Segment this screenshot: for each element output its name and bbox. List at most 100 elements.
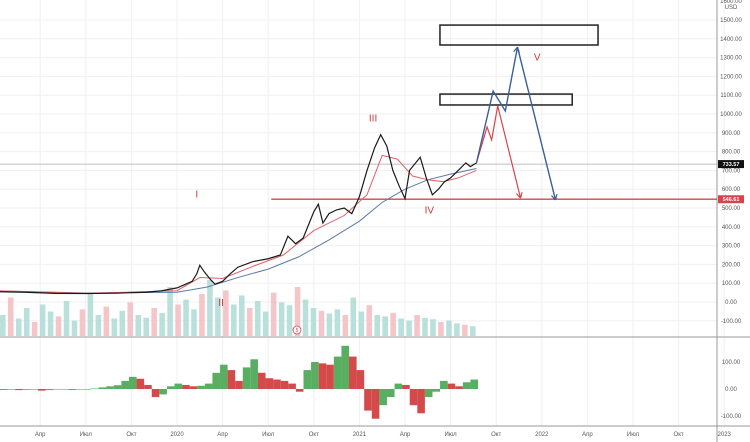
oscillator-bar <box>402 384 410 389</box>
oscillator-bar <box>371 389 380 419</box>
volume-bar <box>119 310 126 336</box>
volume-bar <box>414 315 420 336</box>
volume-bar <box>103 306 110 336</box>
time-tick-label: 2020 <box>170 432 184 438</box>
oscillator-bar <box>106 386 114 389</box>
volume-bar <box>71 320 78 336</box>
price-tick-label: 700.00 <box>722 168 741 174</box>
time-tick-label: Окт <box>674 432 684 438</box>
oscillator-bar <box>455 386 463 389</box>
price-line <box>0 133 477 295</box>
currency-label: USD <box>725 5 738 11</box>
arrowhead <box>513 46 518 53</box>
time-tick-label: Окт <box>126 432 136 438</box>
time-tick-label: Апр <box>400 432 411 438</box>
oscillator-bar <box>151 389 160 398</box>
oscillator-bar <box>356 370 365 389</box>
oscillator-bar <box>417 389 425 414</box>
arrowhead <box>516 46 520 53</box>
volume-bar <box>294 287 301 336</box>
target-box[interactable] <box>439 24 599 46</box>
oscillator-bar <box>37 389 46 391</box>
oscillator-bar <box>204 383 213 389</box>
projection-red-path[interactable] <box>475 105 522 199</box>
volume-bar <box>47 311 54 336</box>
oscillator-bar <box>220 364 228 389</box>
oscillator-bar <box>166 386 175 389</box>
volume-bar <box>310 308 317 336</box>
volume-bar <box>318 310 325 336</box>
volume-bar <box>7 297 14 336</box>
volume-bars <box>0 280 476 336</box>
arrowhead <box>516 193 521 199</box>
volume-bar <box>15 318 22 336</box>
volume-bar <box>127 302 134 336</box>
volume-bar <box>239 295 245 336</box>
oscillator-bar <box>0 389 8 390</box>
volume-bar <box>23 308 30 336</box>
volume-bar <box>366 305 373 336</box>
oscillator-bar <box>68 389 76 390</box>
volume-bar <box>175 304 181 336</box>
price-tick-label: 0.00 <box>725 300 737 306</box>
volume-bar <box>183 299 189 336</box>
volume-bar <box>334 309 341 336</box>
volume-bar <box>143 317 149 336</box>
support-price-tag: 546.61 <box>718 195 744 204</box>
projection-blue-path[interactable] <box>475 46 557 201</box>
volume-bar <box>438 322 444 336</box>
oscillator-bar <box>440 380 448 389</box>
oscillator-bar <box>113 385 122 389</box>
volume-bar <box>350 297 357 336</box>
volume-bar <box>270 292 277 336</box>
oscillator-bar <box>235 380 243 389</box>
time-tick-label: Апр <box>217 432 228 438</box>
oscillator-bar <box>22 389 31 390</box>
oscillator-bar <box>128 376 137 389</box>
oscillator-histogram <box>0 345 478 419</box>
target-boxes[interactable] <box>439 24 599 106</box>
wave-label: IV <box>425 206 435 217</box>
time-tick-label: Июл <box>80 432 93 438</box>
oscillator-bar <box>447 383 456 389</box>
volume-bar <box>199 294 205 336</box>
oscillator-bar <box>53 389 61 390</box>
oscillator-bar <box>91 388 99 390</box>
oscillator-bar <box>333 356 342 389</box>
time-tick-label: 2022 <box>535 432 549 438</box>
oscillator-bar <box>409 389 418 406</box>
price-tick-label: 600.00 <box>722 187 741 193</box>
oscillator-bar <box>280 380 289 389</box>
arrowhead <box>554 193 558 201</box>
volume-bar <box>462 324 468 336</box>
price-tick-label: 400.00 <box>722 225 741 231</box>
time-axis[interactable]: Апр Июл Окт 2020 Апр Июл Окт 2021 Апр Июл Окт 2022 А… <box>35 432 732 438</box>
volume-bar <box>454 323 460 336</box>
price-tick-label: 1100.00 <box>720 93 742 99</box>
oscillator-bar <box>227 370 236 389</box>
oscillator-bar <box>60 389 69 390</box>
oscillator-bar <box>273 379 281 389</box>
oscillator-bar <box>242 367 251 389</box>
oscillator-bar <box>349 356 357 389</box>
oscillator-bar <box>341 345 350 389</box>
volume-bar <box>342 315 349 336</box>
price-tick-label: 1200.00 <box>720 74 742 80</box>
oscillator-bar <box>121 380 129 389</box>
time-tick-label: Окт <box>309 432 319 438</box>
oscillator-bar <box>15 389 23 391</box>
volume-bar <box>95 315 102 336</box>
ma-slow-line <box>0 168 477 294</box>
time-tick-label: Апр <box>35 432 46 438</box>
volume-bar <box>278 302 285 336</box>
volume-marker[interactable]: 5 <box>292 325 302 335</box>
volume-bar <box>374 315 381 336</box>
oscillator-bar <box>257 372 266 389</box>
time-tick-label: Окт <box>491 432 501 438</box>
volume-bar <box>55 316 62 336</box>
oscillator-tick-label: 100.00 <box>722 360 741 366</box>
volume-bar <box>406 320 412 336</box>
price-tick-label: 500.00 <box>722 206 741 212</box>
